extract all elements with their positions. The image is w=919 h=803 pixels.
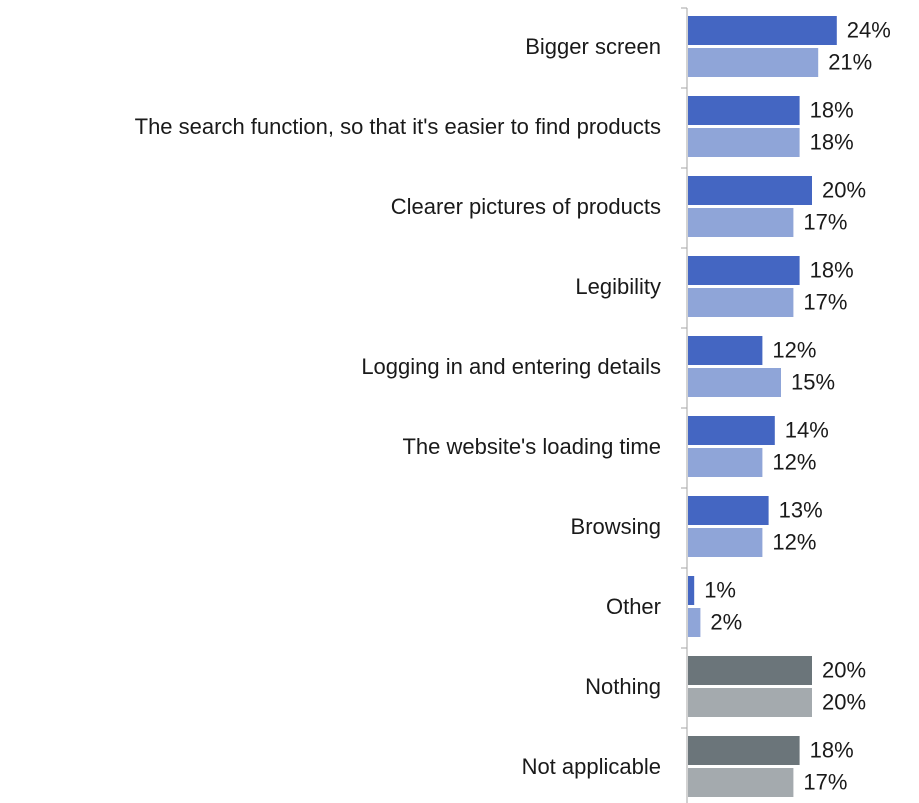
category-axis: [681, 7, 688, 803]
category-label: Other: [606, 594, 661, 619]
data-label: 2%: [710, 609, 742, 634]
data-label: 12%: [772, 449, 816, 474]
value-labels: 24% 21% 18% 18% 20% 17% 18% 17% 12% 15% 14% 12% 13% 1…: [704, 17, 891, 794]
bar-series-2: [688, 528, 763, 557]
category-label: Bigger screen: [525, 34, 661, 59]
category-label: Legibility: [575, 274, 661, 299]
data-label: 20%: [822, 689, 866, 714]
data-label: 18%: [810, 257, 854, 282]
data-label: 18%: [810, 737, 854, 762]
category-label: Clearer pictures of products: [391, 194, 661, 219]
data-label: 17%: [803, 209, 847, 234]
data-label: 24%: [847, 17, 891, 42]
bar-series-2: [688, 688, 812, 717]
data-label: 1%: [704, 577, 736, 602]
data-label: 20%: [822, 177, 866, 202]
bar-series-1: [688, 96, 800, 125]
bar-series-1: [688, 736, 800, 765]
bar-series-1: [688, 496, 769, 525]
bar-series-1: [688, 16, 837, 45]
data-label: 14%: [785, 417, 829, 442]
category-label: Logging in and entering details: [361, 354, 661, 379]
category-label: Not applicable: [522, 754, 661, 779]
bar-series-2: [688, 608, 701, 637]
data-label: 12%: [772, 529, 816, 554]
data-label: 20%: [822, 657, 866, 682]
bar-series-1: [688, 656, 812, 685]
data-label: 21%: [828, 49, 872, 74]
category-label: The website's loading time: [402, 434, 661, 459]
category-label: Browsing: [571, 514, 661, 539]
data-label: 13%: [779, 497, 823, 522]
bars: [688, 16, 837, 797]
data-label: 18%: [810, 129, 854, 154]
category-label: Nothing: [585, 674, 661, 699]
data-label: 18%: [810, 97, 854, 122]
category-labels: Bigger screen The search function, so tha…: [135, 34, 661, 779]
bar-series-2: [688, 128, 800, 157]
data-label: 15%: [791, 369, 835, 394]
bar-series-1: [688, 256, 800, 285]
bar-series-1: [688, 336, 763, 365]
bar-series-1: [688, 576, 695, 605]
bar-series-2: [688, 48, 819, 77]
bar-series-1: [688, 176, 812, 205]
data-label: 17%: [803, 769, 847, 794]
bar-series-2: [688, 448, 763, 477]
data-label: 12%: [772, 337, 816, 362]
bar-series-2: [688, 288, 794, 317]
bar-series-2: [688, 208, 794, 237]
bar-series-2: [688, 768, 794, 797]
category-label: The search function, so that it's easier…: [135, 114, 661, 139]
bar-series-1: [688, 416, 775, 445]
bar-series-2: [688, 368, 781, 397]
data-label: 17%: [803, 289, 847, 314]
